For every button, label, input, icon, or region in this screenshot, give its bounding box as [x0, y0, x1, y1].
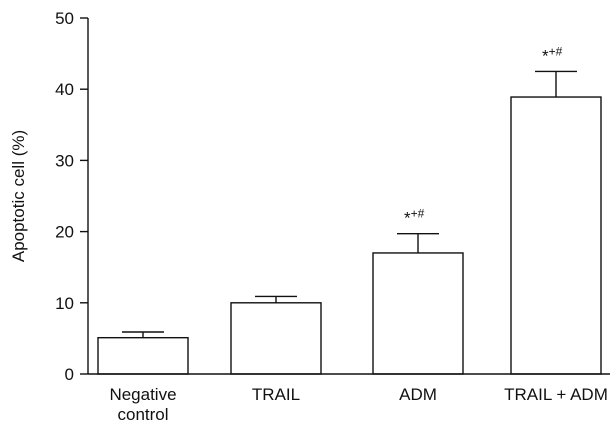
bar	[230, 302, 322, 375]
x-category-label: ADM	[399, 385, 437, 404]
x-category-label: TRAIL + ADM	[504, 385, 608, 404]
y-axis-title: Apoptotic cell (%)	[9, 130, 28, 262]
bars: *+# *+#	[97, 44, 602, 375]
y-tick-label: 30	[55, 151, 74, 170]
x-category-label: control	[117, 405, 168, 424]
bar	[97, 336, 189, 375]
bar	[510, 96, 602, 375]
y-tick-label: 20	[55, 223, 74, 242]
y-tick-label: 0	[65, 365, 74, 384]
bar	[372, 252, 464, 375]
y-tick-label: 10	[55, 294, 74, 313]
y-axis: 0 10 20 30 40 50	[55, 9, 89, 384]
significance-label: *+#	[542, 44, 563, 65]
significance-label: *+#	[404, 207, 425, 228]
y-tick-label: 40	[55, 80, 74, 99]
y-tick-label: 50	[55, 9, 74, 28]
x-category-label: Negative	[109, 385, 176, 404]
x-category-label: TRAIL	[252, 385, 300, 404]
